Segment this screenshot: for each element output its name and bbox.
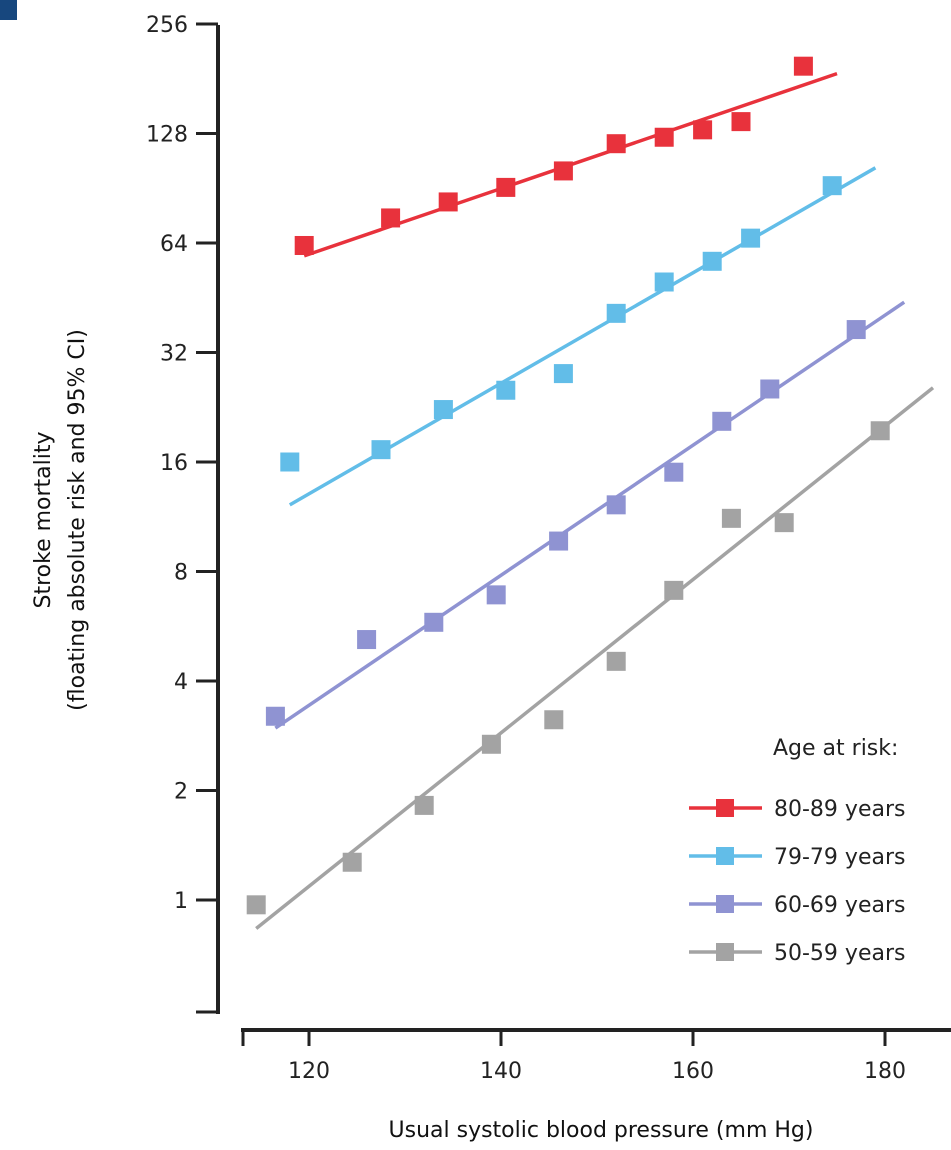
x-ticks: 120 140 160 180 — [241, 1030, 906, 1084]
data-point — [870, 421, 890, 441]
data-point — [774, 513, 794, 533]
data-point — [606, 495, 626, 515]
data-point — [357, 630, 377, 650]
fit-line-series-2 — [274, 300, 906, 730]
y-tick-label: 8 — [174, 561, 188, 586]
data-point — [846, 320, 866, 340]
y-tick-label: 32 — [160, 342, 188, 367]
data-point — [496, 380, 516, 400]
legend-label: 50-59 years — [774, 941, 905, 966]
data-point — [246, 895, 266, 915]
y-ticks: 1 2 4 8 16 32 64 128 256 — [146, 13, 218, 1014]
x-tick-label: 180 — [864, 1059, 906, 1084]
data-point — [654, 272, 674, 292]
data-point — [342, 852, 362, 872]
data-point — [664, 462, 684, 482]
y-tick-label: 128 — [146, 123, 188, 148]
data-point — [294, 235, 314, 255]
y-tick-label: 4 — [174, 670, 188, 695]
data-point — [481, 734, 501, 754]
data-point — [654, 127, 674, 147]
data-point — [433, 400, 453, 420]
legend-items: 80-89 years 79-79 years 60-69 years 50-59 y… — [689, 797, 905, 966]
y-tick-label: 2 — [174, 780, 188, 805]
data-point — [424, 612, 444, 632]
legend-swatch-marker — [716, 799, 734, 817]
data-point — [606, 134, 626, 154]
data-point — [760, 379, 780, 399]
x-tick-label: 120 — [288, 1059, 330, 1084]
y-axis-title-line2: (floating absolute risk and 95% CI) — [65, 329, 90, 711]
data-point — [664, 580, 684, 600]
legend-swatch-marker — [716, 847, 734, 865]
data-point — [280, 452, 300, 472]
data-point — [712, 411, 732, 431]
data-point — [793, 56, 813, 76]
data-point — [553, 364, 573, 384]
data-point — [496, 177, 516, 197]
legend-title: Age at risk: — [773, 736, 898, 761]
x-tick-label: 140 — [480, 1059, 522, 1084]
legend-label: 60-69 years — [774, 893, 905, 918]
x-axis: 120 140 160 180 — [241, 1028, 951, 1084]
fit-line-series-3 — [255, 386, 935, 930]
data-point — [822, 176, 842, 196]
legend-swatch-marker — [716, 943, 734, 961]
data-point — [381, 208, 401, 228]
data-point — [549, 531, 569, 551]
y-tick-label: 1 — [174, 889, 188, 914]
data-point — [414, 795, 434, 815]
data-point — [731, 112, 751, 132]
data-point — [606, 303, 626, 323]
x-tick-label: 160 — [672, 1059, 714, 1084]
data-point — [553, 161, 573, 181]
data-point — [606, 651, 626, 671]
data-point — [438, 192, 458, 212]
data-point — [544, 710, 564, 730]
data-point — [741, 228, 761, 248]
data-point — [371, 440, 391, 460]
data-markers — [246, 56, 890, 915]
y-tick-label: 16 — [160, 451, 188, 476]
legend-label: 79-79 years — [774, 845, 905, 870]
y-tick-label: 256 — [146, 13, 188, 38]
data-point — [721, 508, 741, 528]
data-point — [486, 585, 506, 605]
corner-badge — [0, 0, 17, 20]
data-point — [693, 120, 713, 140]
y-tick-label: 64 — [160, 232, 188, 257]
y-axis-title-line1: Stroke mortality — [31, 431, 56, 608]
legend-swatch-marker — [716, 895, 734, 913]
legend: Age at risk: 80-89 years 79-79 years 60-69… — [689, 736, 905, 966]
data-point — [265, 706, 285, 726]
x-axis-title: Usual systolic blood pressure (mm Hg) — [389, 1118, 814, 1143]
data-point — [702, 251, 722, 271]
legend-label: 80-89 years — [774, 797, 905, 822]
y-axis: 1 2 4 8 16 32 64 128 256 — [146, 13, 220, 1014]
